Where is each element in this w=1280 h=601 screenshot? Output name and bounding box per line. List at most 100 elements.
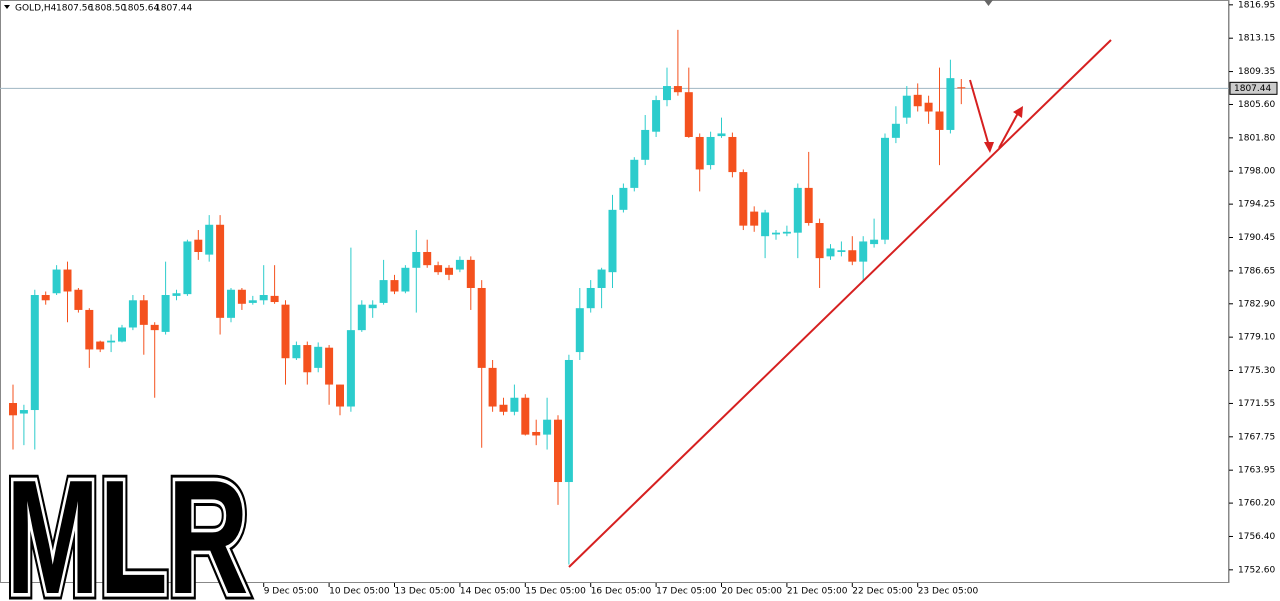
y-tick-label: 1771.55	[1238, 399, 1275, 409]
y-tick-label: 1756.40	[1238, 532, 1275, 542]
candle-body	[150, 324, 159, 331]
candle-body	[96, 341, 105, 350]
candle-body	[782, 231, 791, 234]
candle-body	[641, 129, 650, 160]
candle-body	[401, 267, 410, 292]
candle-body	[902, 95, 911, 118]
candle-body	[445, 267, 453, 275]
y-tick-label: 1809.35	[1238, 67, 1275, 77]
y-tick-label: 1790.45	[1238, 233, 1275, 243]
candle-body	[826, 248, 835, 257]
shift-marker	[984, 0, 993, 6]
x-tick-label: 17 Dec 05:00	[656, 587, 717, 597]
x-tick-label: 23 Dec 05:00	[918, 587, 979, 597]
x-tick-label: 13 Dec 05:00	[395, 587, 456, 597]
watermark-outline: MLR	[6, 446, 249, 601]
x-tick-label: 16 Dec 05:00	[591, 587, 652, 597]
candle-body	[216, 224, 225, 318]
candle-body	[237, 289, 246, 304]
candle-body	[314, 346, 323, 368]
candle-body	[924, 102, 933, 112]
candle-body	[499, 404, 508, 412]
y-tick-label: 1767.75	[1238, 432, 1275, 442]
candle-body	[750, 211, 759, 226]
y-tick-label: 1805.60	[1238, 100, 1275, 110]
watermark-text: MLR	[6, 446, 249, 601]
candle-body	[695, 136, 704, 170]
candle-body	[706, 136, 715, 166]
candle-body	[608, 209, 617, 273]
candle-body	[717, 133, 726, 137]
y-tick-label: 1794.25	[1238, 200, 1275, 210]
candle-body	[652, 100, 661, 132]
candle-body	[815, 223, 824, 259]
plot	[0, 29, 1229, 565]
candle-body	[619, 187, 628, 210]
arrow-up	[998, 112, 1019, 149]
candle-body	[74, 289, 83, 310]
candle-body	[85, 309, 94, 350]
candle-body	[881, 137, 889, 240]
candle-body	[870, 239, 879, 245]
candle-body	[510, 397, 519, 412]
candle-body	[772, 232, 780, 235]
candle-body	[804, 187, 813, 224]
arrow-head	[1013, 106, 1023, 118]
candle-body	[575, 308, 584, 353]
candle-body	[957, 87, 966, 89]
y-tick-label: 1816.95	[1238, 0, 1275, 10]
y-tick-label: 1813.15	[1238, 34, 1275, 44]
y-tick-label: 1775.30	[1238, 366, 1275, 376]
y-tick-label: 1763.95	[1238, 466, 1275, 476]
y-tick-label: 1786.65	[1238, 266, 1275, 276]
candle-body	[183, 241, 192, 295]
candle-body	[554, 419, 562, 483]
candle-body	[477, 287, 486, 368]
x-tick-label: 22 Dec 05:00	[852, 587, 913, 597]
quote-high: 1808.50	[89, 4, 126, 14]
symbol: GOLD,H4	[15, 4, 57, 14]
quote-open: 1807.56	[56, 4, 93, 14]
candle-body	[292, 345, 301, 359]
candle-body	[543, 419, 552, 435]
candle-body	[684, 92, 693, 137]
candle-body	[281, 304, 290, 359]
candle-body	[630, 159, 639, 188]
candle-body	[859, 241, 868, 262]
candle-body	[663, 86, 671, 101]
y-tick-label: 1801.80	[1238, 133, 1275, 143]
y-tick-label: 1752.60	[1238, 565, 1275, 575]
candle-body	[935, 111, 944, 130]
y-tick-label: 1779.10	[1238, 333, 1275, 343]
candle-body	[270, 295, 279, 303]
candle-body	[357, 304, 366, 331]
candle-body	[379, 280, 388, 303]
candle-body	[848, 250, 857, 262]
candle-body	[946, 78, 955, 130]
candle-body	[107, 340, 116, 343]
candle-body	[793, 187, 802, 233]
candle-body	[194, 239, 203, 252]
candle-body	[172, 293, 181, 296]
candle-body	[488, 367, 497, 407]
candle-body	[390, 280, 399, 292]
x-tick-label: 20 Dec 05:00	[722, 587, 783, 597]
candle-body	[303, 345, 312, 373]
candle-body	[227, 289, 235, 318]
candle-body	[346, 330, 355, 407]
watermark: MLR MLR	[1, 441, 254, 601]
x-tick-label: 15 Dec 05:00	[525, 587, 586, 597]
quote-close: 1807.44	[155, 4, 192, 14]
current-price-box	[1229, 81, 1278, 95]
candle-body	[673, 86, 682, 93]
candle-body	[837, 250, 846, 252]
candle-body	[205, 224, 214, 255]
candle-body	[248, 300, 257, 303]
candle-body	[434, 265, 443, 273]
trend-line	[568, 39, 1112, 568]
candle-body	[259, 295, 268, 301]
candle-body	[118, 327, 126, 342]
candle-body	[761, 212, 770, 237]
y-tick-label: 1798.00	[1238, 167, 1275, 177]
